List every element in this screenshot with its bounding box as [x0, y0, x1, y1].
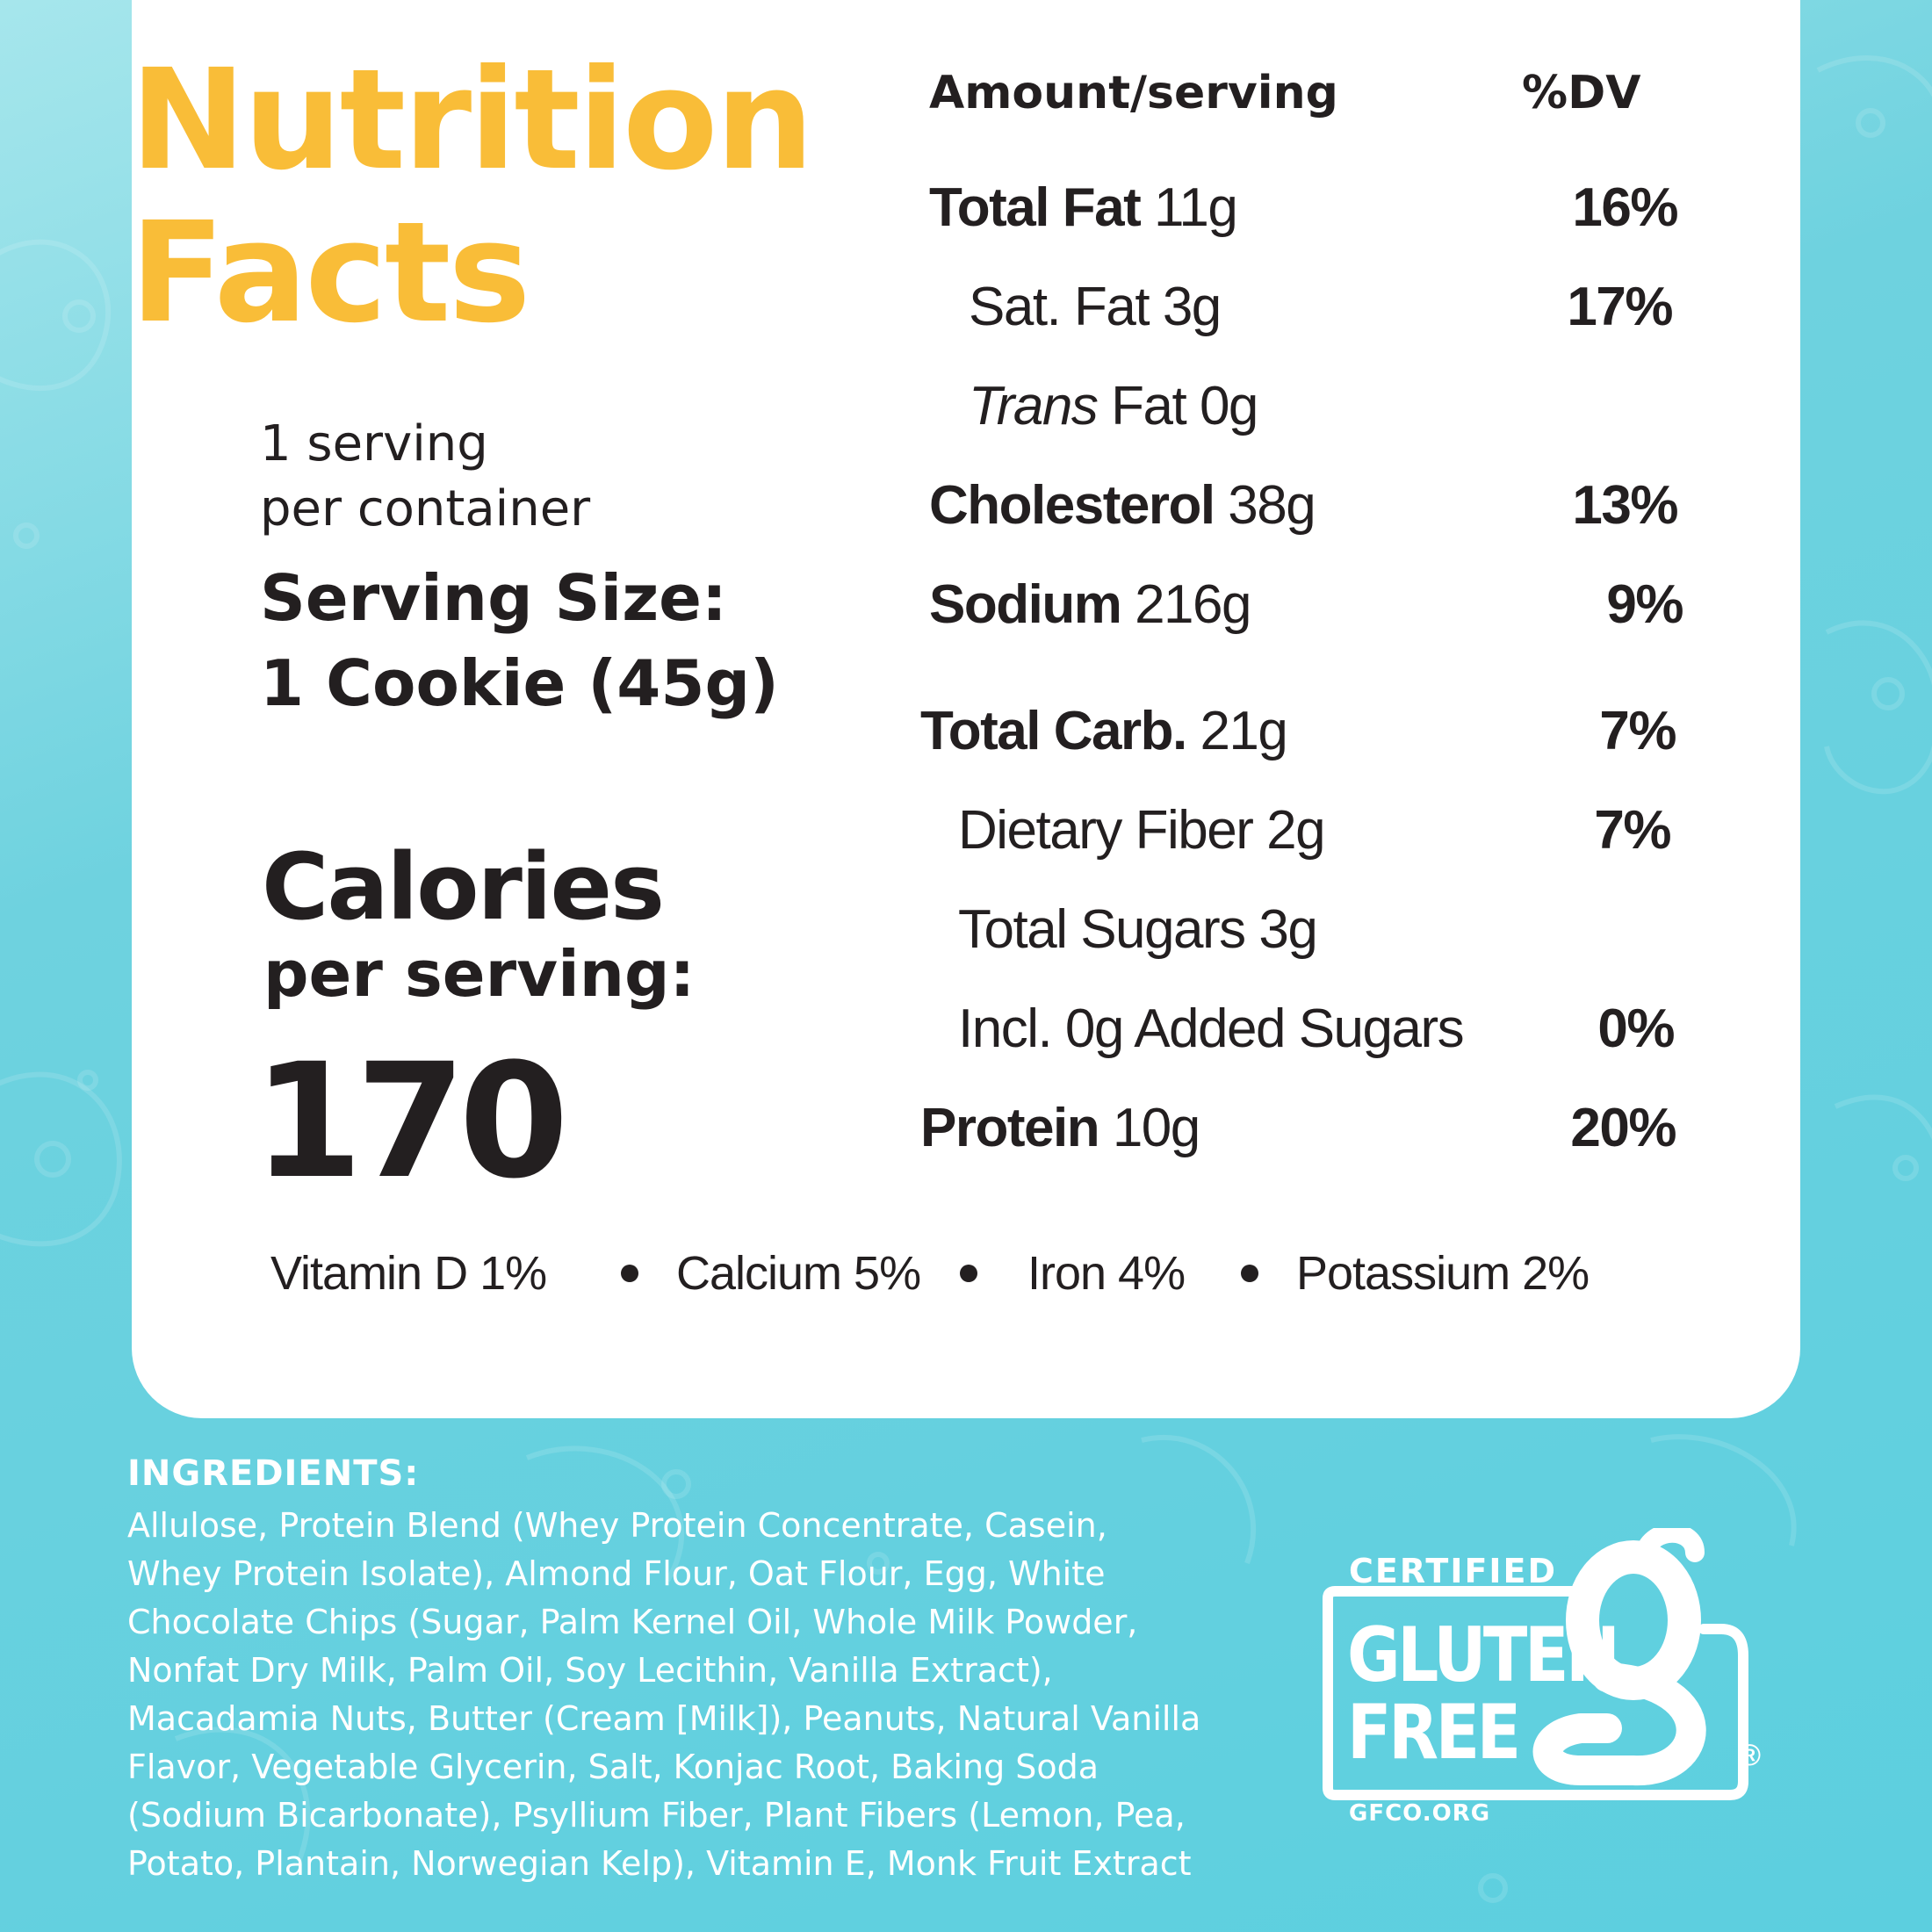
row-total-fat: Total Fat 11g [929, 181, 1238, 235]
dv-added-sugars: 0% [1597, 998, 1675, 1059]
dv-total-fat: 16% [1572, 177, 1678, 238]
separator-dot [1241, 1265, 1258, 1282]
row-name: Dietary Fiber [958, 800, 1254, 861]
badge-gluten: GLUTEN [1347, 1611, 1620, 1699]
row-added-sugars: Incl. 0g Added Sugars [958, 1002, 1465, 1056]
badge-url: GFCO.ORG [1349, 1800, 1491, 1827]
ingredients-line: Flavor, Vegetable Glycerin, Salt, Konjac… [127, 1748, 1099, 1786]
row-name-italic: Trans [969, 376, 1099, 436]
title-line-1: Nutrition [130, 40, 814, 201]
calories-sublabel: per serving: [263, 937, 696, 1011]
row-name: Total Carb. [920, 701, 1187, 761]
dv-cholesterol: 13% [1572, 475, 1678, 536]
dv-dietary-fiber: 7% [1594, 800, 1671, 861]
ingredients-line: Whey Protein Isolate), Almond Flour, Oat… [127, 1554, 1106, 1593]
row-sat-fat: Sat. Fat 3g [969, 277, 1222, 337]
row-name: Incl. 0g Added Sugars [958, 998, 1465, 1059]
ingredients-heading: INGREDIENTS: [127, 1453, 420, 1494]
row-name: Sodium [929, 574, 1122, 635]
dv-sodium: 9% [1606, 574, 1683, 635]
row-sodium: Sodium 216g [929, 578, 1251, 632]
dv-sat-fat: 17% [1567, 277, 1673, 337]
separator-dot [621, 1265, 638, 1282]
row-amount: 10g [1112, 1098, 1200, 1158]
row-amount: 38g [1228, 475, 1316, 536]
row-name: Sat. Fat [969, 277, 1150, 337]
row-cholesterol: Cholesterol 38g [929, 479, 1316, 533]
gluten-free-g-icon [1323, 1528, 1748, 1800]
badge-free: FREE [1347, 1689, 1521, 1777]
nutrition-card [132, 0, 1800, 1418]
row-amount: 0g [1199, 376, 1258, 436]
row-name: Protein [920, 1098, 1100, 1158]
vitamin-d: Vitamin D 1% [270, 1247, 547, 1300]
row-dietary-fiber: Dietary Fiber 2g [958, 804, 1326, 858]
row-amount: 11g [1153, 177, 1238, 238]
calcium: Calcium 5% [676, 1247, 921, 1300]
ingredients-line: Potato, Plantain, Norwegian Kelp), Vitam… [127, 1844, 1192, 1883]
row-total-sugars: Total Sugars 3g [958, 903, 1318, 957]
ingredients-line: Nonfat Dry Milk, Palm Oil, Soy Lecithin,… [127, 1651, 1053, 1690]
row-name: Cholesterol [929, 475, 1215, 536]
ingredients-list: Allulose, Protein Blend (Whey Protein Co… [127, 1502, 1374, 1888]
header-dv: %DV [1522, 67, 1641, 119]
badge-certified: CERTIFIED [1349, 1552, 1558, 1590]
servings-line-2: per container [260, 480, 591, 537]
row-amount: 3g [1162, 277, 1222, 337]
row-amount: 216g [1135, 574, 1251, 635]
dv-protein: 20% [1570, 1098, 1676, 1158]
title-line-2: Facts [130, 192, 531, 354]
serving-size-label: Serving Size: [260, 561, 727, 635]
ingredients-line: (Sodium Bicarbonate), Psyllium Fiber, Pl… [127, 1796, 1186, 1835]
calories-value: 170 [253, 1030, 569, 1214]
calories-label: Calories [262, 833, 665, 941]
row-amount: 21g [1200, 701, 1287, 761]
ingredients-line: Allulose, Protein Blend (Whey Protein Co… [127, 1506, 1107, 1545]
separator-dot [960, 1265, 977, 1282]
row-total-carb: Total Carb. 21g [920, 701, 1288, 761]
row-name: Total Sugars 3g [958, 899, 1318, 960]
registered-mark: ® [1739, 1739, 1762, 1772]
potassium: Potassium 2% [1296, 1247, 1590, 1300]
row-trans-fat: Trans Fat 0g [969, 379, 1258, 434]
dv-total-carb: 7% [1599, 701, 1676, 761]
iron: Iron 4% [1027, 1247, 1186, 1300]
serving-size-value: 1 Cookie (45g) [260, 646, 779, 720]
servings-line-1: 1 serving [260, 415, 488, 472]
row-amount: 2g [1266, 800, 1325, 861]
row-name: Fat [1111, 376, 1187, 436]
header-amount: Amount/serving [929, 67, 1338, 119]
ingredients-line: Macadamia Nuts, Butter (Cream [Milk]), P… [127, 1699, 1201, 1738]
row-name: Total Fat [929, 177, 1142, 238]
row-protein: Protein 10g [920, 1101, 1200, 1156]
ingredients-line: Chocolate Chips (Sugar, Palm Kernel Oil,… [127, 1603, 1138, 1641]
